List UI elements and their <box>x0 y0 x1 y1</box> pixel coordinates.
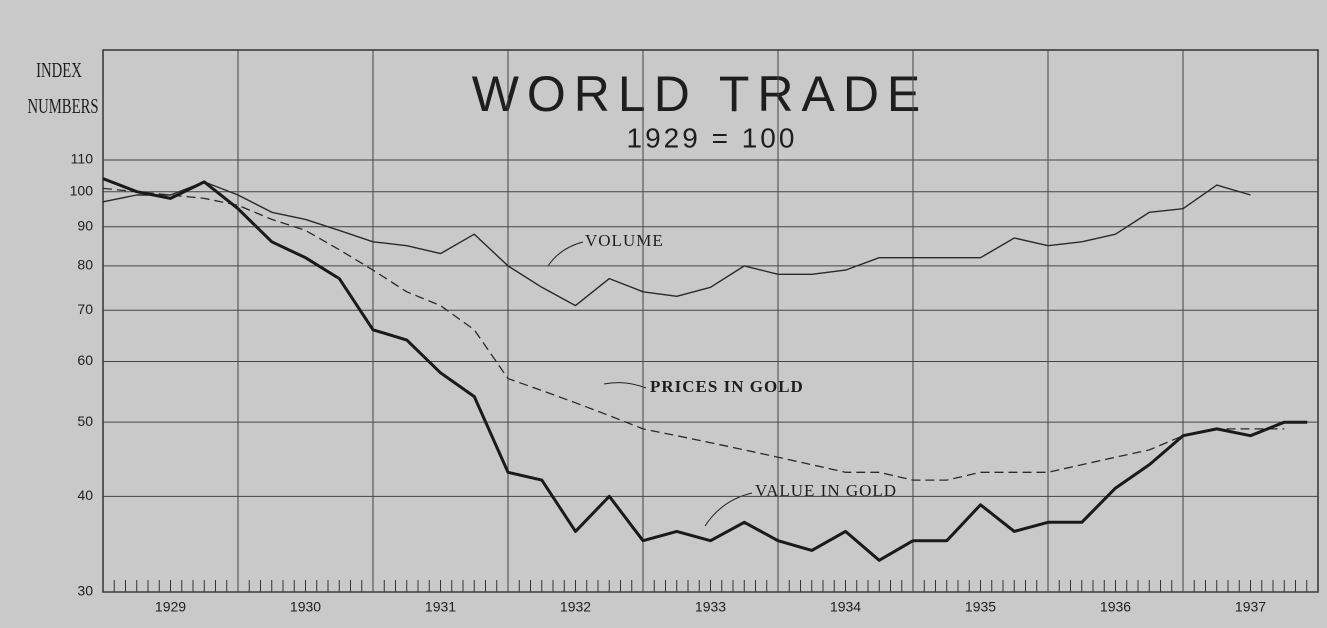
annotation-arrow <box>704 492 753 527</box>
series-line <box>102 187 1285 481</box>
annotation: PRICES IN GOLD <box>650 377 804 396</box>
annotation-arrow <box>603 382 647 389</box>
y-tick-label: 30 <box>77 583 93 599</box>
y-tick-label: 90 <box>77 217 93 233</box>
annotation: VALUE IN GOLD <box>755 481 897 500</box>
x-tick-label: 1929 <box>155 599 186 615</box>
annotation: VOLUME <box>585 231 664 250</box>
y-tick-label: 70 <box>77 301 93 317</box>
x-tick-label: 1935 <box>965 599 996 615</box>
x-tick-label: 1932 <box>560 599 591 615</box>
y-tick-label: 50 <box>77 413 93 429</box>
y-axis-label: INDEX NUMBERS <box>27 58 99 118</box>
x-tick-label: 1934 <box>830 599 861 615</box>
chart-title: WORLD TRADE <box>472 66 929 122</box>
x-tick-label: 1937 <box>1235 599 1266 615</box>
chart-subtitle: 1929 = 100 <box>627 122 798 153</box>
series-line <box>102 181 1251 307</box>
x-tick-label: 1933 <box>695 599 726 615</box>
x-tick-label: 1936 <box>1100 599 1131 615</box>
y-tick-label: 100 <box>70 182 94 198</box>
y-tick-label: 80 <box>77 257 93 273</box>
y-tick-label: 60 <box>77 352 93 368</box>
y-tick-label: 40 <box>77 487 93 503</box>
x-tick-label: 1931 <box>425 599 456 615</box>
y-tick-label: 110 <box>71 151 94 167</box>
series-line <box>102 177 1308 562</box>
annotation-arrow <box>547 241 584 267</box>
y-label-box: INDEX NUMBERS <box>27 58 99 118</box>
x-tick-label: 1930 <box>290 599 321 615</box>
